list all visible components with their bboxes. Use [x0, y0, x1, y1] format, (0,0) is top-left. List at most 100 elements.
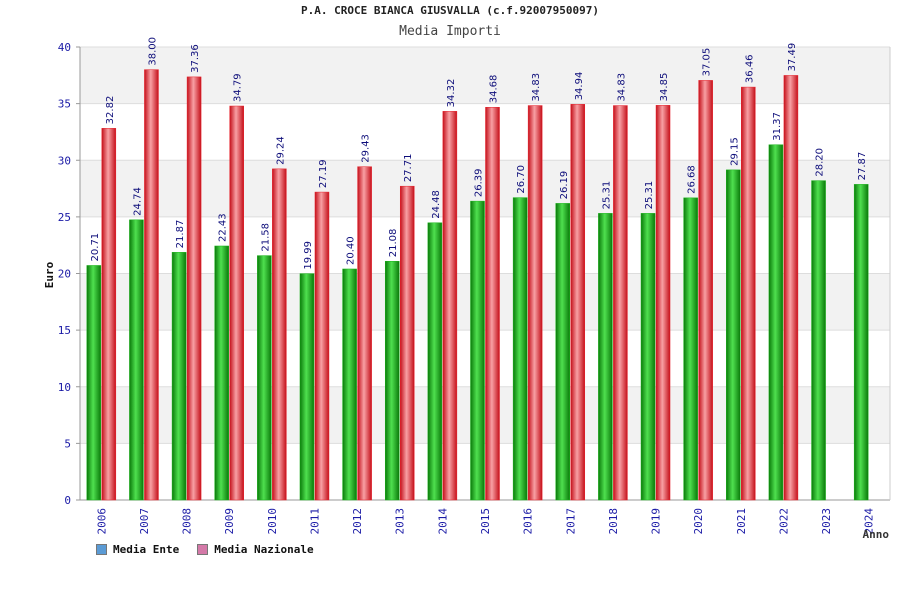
legend-swatch-media-ente [96, 544, 107, 555]
plot-band [80, 386, 890, 444]
y-tick-label: 25 [58, 211, 71, 224]
bar-value-label: 26.39 [474, 168, 485, 197]
bar-media-ente [129, 219, 144, 501]
bar-value-label: 29.15 [729, 137, 740, 166]
bar-value-label: 26.70 [516, 165, 527, 194]
bar-value-label: 21.08 [388, 229, 399, 258]
x-tick-label: 2007 [138, 508, 151, 535]
legend-item-media-ente: Media Ente [96, 543, 179, 556]
bar-value-label: 24.74 [132, 187, 143, 216]
bar-media-nazionale [442, 111, 458, 501]
plot-band [80, 160, 890, 217]
bar-media-ente [555, 203, 571, 501]
x-tick-label: 2008 [181, 508, 194, 535]
plot-band [80, 103, 890, 161]
bar-value-label: 34.32 [446, 79, 457, 108]
y-tick-label: 0 [64, 494, 71, 507]
bar-value-label: 26.68 [687, 165, 698, 194]
y-tick-label: 10 [58, 381, 71, 394]
bar-value-label: 36.46 [744, 54, 755, 83]
bar-value-label: 27.19 [318, 159, 329, 188]
bar-media-ente [299, 273, 315, 501]
bar-value-label: 26.19 [559, 171, 570, 200]
bar-media-nazionale [314, 191, 330, 501]
y-tick-label: 35 [58, 98, 71, 111]
bar-value-label: 34.79 [233, 73, 244, 102]
bar-media-ente [257, 255, 272, 501]
bar-media-ente [598, 213, 613, 501]
bar-value-label: 29.43 [361, 134, 372, 163]
bar-media-ente [512, 197, 528, 501]
bar-media-ente [214, 245, 229, 501]
x-tick-label: 2009 [223, 508, 236, 535]
bar-media-nazionale [272, 168, 287, 501]
bar-value-label: 25.31 [644, 181, 655, 210]
bar-media-ente [726, 169, 741, 501]
bar-value-label: 20.71 [90, 233, 101, 262]
legend-swatch-media-nazionale [197, 544, 209, 555]
bar-value-label: 34.68 [489, 75, 500, 104]
x-tick-label: 2019 [650, 508, 663, 535]
bar-media-ente [427, 222, 443, 501]
plot-band [80, 443, 890, 500]
y-tick-label: 15 [58, 324, 71, 337]
bar-media-ente [384, 261, 400, 501]
bar-value-label: 29.24 [275, 136, 286, 165]
legend-label-media-ente: Media Ente [113, 543, 180, 556]
bar-value-label: 37.49 [787, 43, 798, 72]
y-tick-label: 5 [64, 437, 71, 450]
bar-media-nazionale [655, 105, 671, 501]
x-tick-label: 2022 [777, 508, 790, 535]
bar-value-label: 34.83 [531, 73, 542, 102]
bar-value-label: 21.87 [175, 220, 186, 249]
x-tick-label: 2017 [564, 508, 577, 535]
bar-media-ente [171, 252, 187, 501]
bar-value-label: 34.85 [659, 73, 670, 102]
bar-value-label: 24.48 [431, 190, 442, 219]
bar-media-ente [768, 144, 784, 501]
chart-title: P.A. CROCE BIANCA GIUSVALLA (c.f.9200795… [300, 4, 599, 17]
x-tick-label: 2006 [95, 508, 108, 535]
x-tick-label: 2015 [479, 508, 492, 535]
bar-media-nazionale [698, 80, 713, 501]
bar-value-label: 32.82 [105, 96, 116, 125]
bar-value-label: 21.58 [260, 223, 271, 252]
bar-media-nazionale [144, 69, 159, 501]
x-tick-label: 2024 [863, 508, 876, 535]
bar-media-ente [683, 197, 698, 501]
bar-media-nazionale [101, 128, 117, 501]
legend-item-media-nazionale: Media Nazionale [197, 543, 314, 556]
plot-band [80, 273, 890, 331]
bar-media-nazionale [186, 76, 202, 501]
bar-media-ente [86, 265, 102, 501]
bar-media-ente [811, 180, 826, 501]
bar-value-label: 20.40 [346, 236, 357, 265]
y-tick-label: 30 [58, 154, 71, 167]
chart-legend: Media Ente Media Nazionale [96, 543, 314, 556]
bar-value-label: 27.71 [403, 154, 414, 183]
x-tick-label: 2014 [436, 508, 449, 535]
bar-media-nazionale [229, 105, 244, 501]
bar-media-ente [470, 200, 485, 501]
x-tick-label: 2016 [522, 508, 535, 535]
bar-value-label: 37.05 [702, 48, 713, 77]
y-axis-label: Euro [43, 261, 56, 288]
bar-media-nazionale [570, 104, 586, 501]
bar-media-nazionale [613, 105, 628, 501]
bar-media-nazionale [783, 75, 799, 501]
bar-media-ente [342, 268, 357, 501]
bar-value-label: 34.83 [616, 73, 627, 102]
bar-value-label: 22.43 [218, 213, 229, 242]
plot-band [80, 330, 890, 387]
y-tick-label: 20 [58, 268, 71, 281]
bar-media-nazionale [399, 185, 415, 501]
plot-band [80, 47, 890, 104]
legend-label-media-nazionale: Media Nazionale [214, 543, 314, 556]
plot-band [80, 216, 890, 274]
bar-media-ente [640, 213, 656, 501]
bar-value-label: 28.20 [815, 148, 826, 177]
x-tick-label: 2013 [394, 508, 407, 535]
x-tick-label: 2023 [820, 508, 833, 535]
bar-media-ente [853, 184, 869, 501]
